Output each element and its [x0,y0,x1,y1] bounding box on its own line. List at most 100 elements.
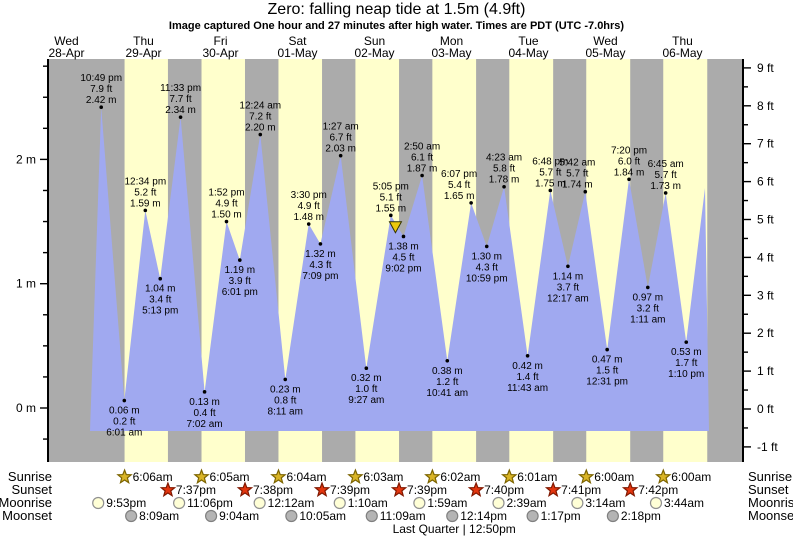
day-label-date: 05-May [585,46,625,60]
tide-annotation-line: 4:23 am [486,153,522,164]
tide-extremum-dot [122,398,127,403]
tide-annotation-line: 0.4 ft [193,408,215,419]
tide-annotation-line: 9:27 am [348,395,384,406]
right-axis-label: -1 ft [757,440,778,454]
tide-annotation-line: 0.97 m [633,292,664,303]
sunset-icon [313,481,331,498]
tide-annotation-line: 1.7 ft [675,358,697,369]
moon-phase-label: Last Quarter | 12:50pm [393,522,516,536]
day-label-date: 02-May [354,46,394,60]
day-label-dow: Tue [518,34,539,48]
tide-annotation-line: 1.74 m [562,180,593,191]
sunset-time: 7:39pm [407,483,447,497]
tide-annotation-line: 9:02 pm [385,263,421,274]
tide-annotation-line: 7.7 ft [169,94,191,105]
day-label-date: 06-May [662,46,702,60]
tide-annotation-line: 0.06 m [109,406,140,417]
tide-annotation-line: 0.8 ft [274,395,296,406]
sunset-time: 7:39pm [330,483,370,497]
tide-annotation-line: 5:13 pm [142,306,178,317]
tide-annotation-line: 12:31 pm [586,377,628,388]
tide-annotation-line: 0.53 m [671,347,702,358]
sunrise-time: 6:02am [440,470,480,484]
sunrise-time: 6:00am [671,470,711,484]
tide-extremum-dot [548,188,553,193]
day-label-dow: Thu [672,34,693,48]
tide-annotation-line: 4.3 ft [476,262,498,273]
sunset-icon [236,481,254,498]
day-label-date: 29-Apr [125,46,161,60]
tide-extremum-dot [583,189,588,194]
tide-annotation-line: 7:20 pm [611,145,647,156]
tide-annotation-line: 4.9 ft [298,201,320,212]
moonrise-icon [333,496,346,510]
tide-annotation-line: 11:33 pm [160,83,201,94]
tide-annotation-line: 1.19 m [225,265,256,276]
tide-extremum-dot [364,366,369,371]
tide-annotation-line: 3.4 ft [149,295,171,306]
tide-annotation-line: 1.2 ft [436,377,458,388]
moonrise-time: 9:53pm [106,496,146,510]
moonrise-icon [253,496,266,510]
tide-annotation-line: 10:59 pm [466,273,508,284]
sunrise-time: 6:03am [363,470,403,484]
tide-annotation-line: 4.5 ft [392,252,414,263]
tide-annotation-line: 5.4 ft [448,180,470,191]
tide-annotation-line: 1.48 m [293,212,324,223]
tide-annotation-line: 5.8 ft [493,164,515,175]
sunset-time: 7:37pm [176,483,216,497]
moonset-time: 1:17pm [541,509,581,523]
moonrise-time: 3:44am [664,496,704,510]
tide-annotation-line: 0.23 m [270,384,301,395]
tide-annotation-line: 7:09 pm [302,271,338,282]
tide-annotation-line: 1.4 ft [516,372,538,383]
chart-title: Zero: falling neap tide at 1.5m (4.9ft) [267,1,526,18]
sunrise-icon [270,468,287,485]
tide-extremum-dot [525,353,530,358]
sunrise-icon [193,468,210,485]
tide-extremum-dot [178,115,183,119]
tide-annotation-line: 3.2 ft [637,303,659,314]
tide-extremum-dot [401,234,406,239]
tide-extremum-dot [338,153,343,158]
sunrise-icon [577,468,595,485]
right-axis-label: 7 ft [757,137,774,151]
right-axis-label: 1 ft [757,364,774,378]
moonset-icon [285,509,298,523]
moonset-time: 8:09am [139,509,179,523]
moonrise-time: 11:06pm [187,496,233,510]
almanac-row-label-right: Moonset [748,508,793,523]
moonset-time: 11:09am [380,509,426,523]
sunset-icon [390,481,408,498]
tide-annotation-line: 5:42 am [559,158,595,169]
moonset-time: 2:18pm [621,509,661,523]
sunset-icon [467,481,485,498]
almanac-row-label-left: Sunrise [8,469,52,484]
tide-annotation-line: 1.87 m [407,164,438,175]
tide-annotation-line: 0.13 m [189,397,220,408]
tide-annotation-line: 1.38 m [388,241,419,252]
tide-extremum-dot [283,377,288,382]
tide-extremum-dot [663,191,668,195]
tide-annotation-line: 2.34 m [165,105,196,116]
right-axis-label: 4 ft [757,250,774,264]
moonrise-time: 1:59am [427,496,467,510]
tide-annotation-line: 6:45 am [648,159,684,170]
day-label-dow: Fri [214,34,228,48]
tide-annotation-line: 12:24 am [239,101,281,112]
tide-annotation-line: 1:52 pm [208,188,244,199]
moonset-icon [526,509,539,523]
tide-annotation-line: 2.20 m [245,123,276,134]
sunrise-time: 6:05am [210,470,250,484]
tide-annotation-line: 0.47 m [592,355,623,366]
tide-annotation-line: 12:34 pm [124,176,166,187]
moonset-time: 10:05am [299,509,346,523]
tide-extremum-dot [566,264,570,269]
tide-extremum-dot [484,244,489,249]
tide-extremum-dot [420,173,424,178]
tide-extremum-dot [502,184,506,189]
moonset-icon [125,509,138,523]
tide-annotation-line: 10:49 pm [80,73,122,84]
